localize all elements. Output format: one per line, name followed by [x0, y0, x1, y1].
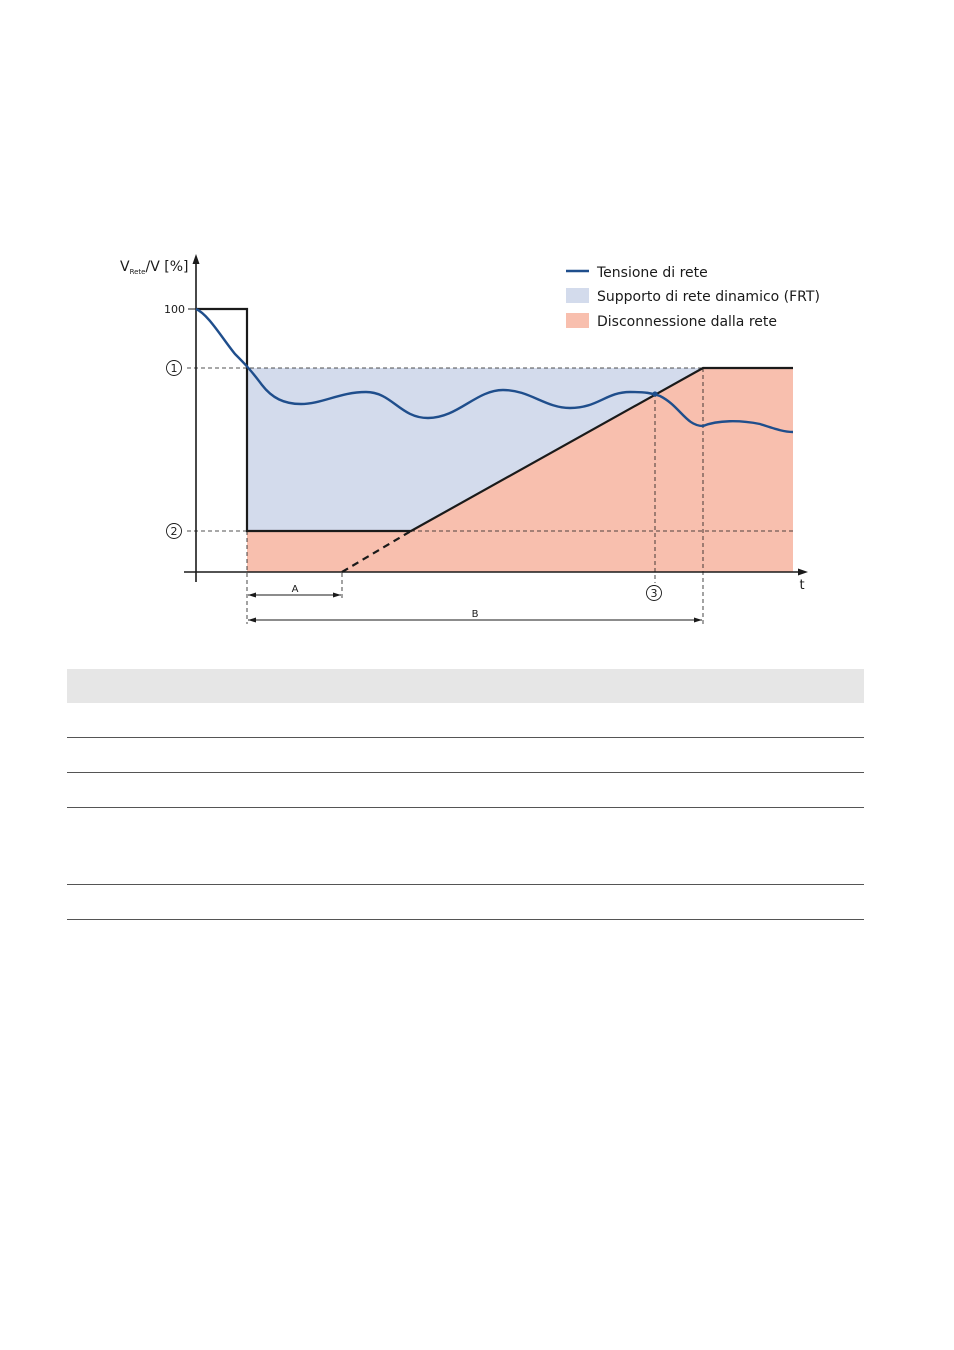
legend-red-label: Disconnessione dalla rete — [597, 314, 777, 330]
limit-curve-extension — [341, 530, 412, 573]
y-axis-arrow — [192, 254, 200, 264]
svg-text:1: 1 — [171, 362, 178, 375]
x-axis-label: t — [799, 578, 804, 593]
y-axis-label: VRete/V [%] — [120, 259, 188, 276]
svg-text:3: 3 — [651, 587, 658, 600]
grid-voltage-curve — [195, 307, 794, 434]
frt-support-area — [247, 368, 703, 531]
span-b-label: B — [472, 609, 479, 620]
span-b-arrow-right — [694, 617, 702, 623]
marker-2: 2 — [166, 523, 182, 539]
limit-curve — [196, 307, 793, 533]
disconnection-area — [247, 368, 793, 572]
frt-diagram: 1 2 3 VRete/V [%] 100 t A B Tensione di … — [120, 254, 820, 624]
span-b-arrow-left — [248, 617, 256, 623]
table-row — [67, 808, 864, 885]
legend: Tensione di rete Supporto di rete dinami… — [566, 265, 820, 330]
intersection-point — [652, 391, 658, 397]
parameter-table — [67, 669, 864, 920]
svg-text:2: 2 — [171, 525, 178, 538]
table-row — [67, 703, 864, 738]
table-row — [67, 885, 864, 920]
legend-line-label: Tensione di rete — [596, 265, 708, 281]
span-a-arrow-right — [333, 592, 341, 598]
legend-blue-label: Supporto di rete dinamico (FRT) — [597, 289, 820, 305]
legend-blue-swatch — [566, 288, 589, 303]
marker-3: 3 — [646, 585, 662, 601]
span-a-label: A — [292, 584, 299, 595]
table-header-row — [67, 669, 864, 703]
table-row — [67, 738, 864, 773]
y-tick-label-100: 100 — [164, 303, 185, 316]
span-a-arrow-left — [248, 592, 256, 598]
x-axis-arrow — [798, 568, 808, 576]
legend-red-swatch — [566, 313, 589, 328]
marker-1: 1 — [166, 360, 182, 376]
table-row — [67, 773, 864, 808]
